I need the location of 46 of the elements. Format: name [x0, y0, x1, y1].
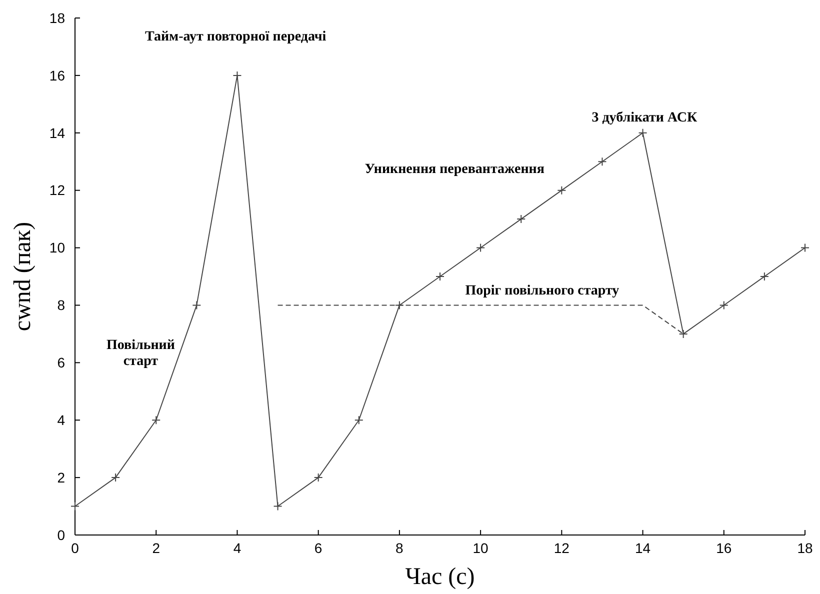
- y-tick-label: 4: [57, 412, 66, 428]
- x-tick-label: 8: [396, 540, 404, 556]
- x-tick-label: 4: [233, 540, 242, 556]
- point: [152, 416, 161, 425]
- point: [232, 70, 242, 80]
- y-tick-label: 18: [49, 10, 66, 26]
- annotation: Повільний старт: [106, 338, 175, 369]
- annotation: Тайм-аут повторної передачі: [145, 30, 326, 45]
- y-tick-label: 0: [57, 526, 66, 543]
- x-tick-label: 2: [152, 540, 160, 556]
- point: [394, 300, 404, 310]
- point: [760, 272, 769, 281]
- point: [678, 329, 688, 338]
- point: [516, 214, 526, 224]
- point: [436, 272, 444, 281]
- point: [719, 300, 728, 310]
- x-tick-label: 12: [554, 540, 570, 556]
- y-tick-label: 2: [57, 469, 66, 486]
- point: [557, 186, 566, 195]
- x-axis-title: Час (с): [405, 564, 475, 590]
- point: [111, 473, 120, 482]
- x-tick-label: 0: [71, 540, 80, 556]
- point: [314, 473, 323, 482]
- y-axis-title: cwnd (пак): [10, 222, 36, 332]
- y-tick-label: 14: [49, 124, 66, 141]
- y-tick-label: 8: [57, 297, 66, 314]
- point: [598, 157, 607, 166]
- point: [70, 502, 80, 511]
- point: [192, 300, 202, 310]
- y-tick-label: 12: [49, 182, 66, 198]
- x-tick-label: 16: [716, 540, 732, 556]
- x-tick-label: 6: [314, 540, 322, 556]
- point: [800, 243, 810, 252]
- point: [354, 416, 364, 425]
- annotation: 3 дублікати АСК: [592, 110, 698, 126]
- x-tick-label: 14: [634, 540, 651, 556]
- point: [476, 243, 486, 252]
- y-tick-label: 16: [49, 67, 66, 84]
- point: [638, 128, 648, 138]
- annotation: Уникнення перевантаження: [364, 162, 545, 178]
- x-tick-label: 18: [797, 540, 813, 556]
- point: [273, 502, 282, 511]
- y-tick-label: 10: [49, 240, 66, 256]
- annotation: Поріг повільного старту: [465, 284, 620, 299]
- x-tick-label: 10: [472, 540, 489, 556]
- y-tick-label: 6: [57, 354, 66, 371]
